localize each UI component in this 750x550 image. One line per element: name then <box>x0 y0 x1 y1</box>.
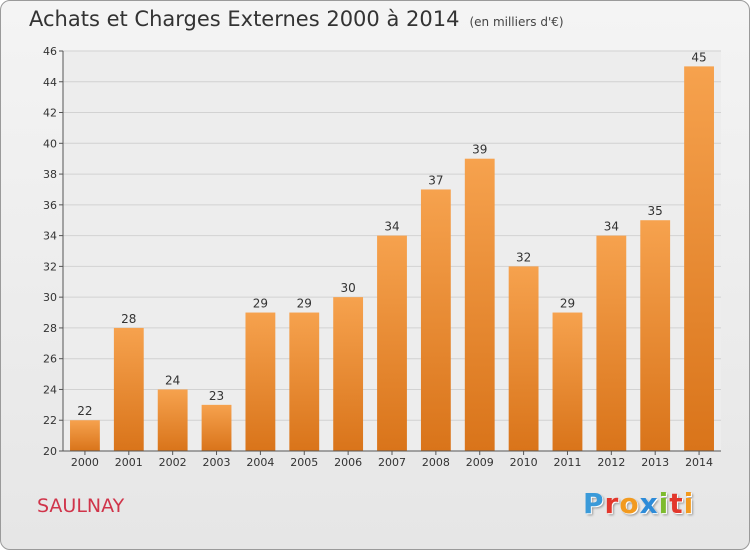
y-tick-label: 42 <box>43 107 57 120</box>
chart-title-text: Achats et Charges Externes 2000 à 2014 <box>29 7 460 31</box>
proxiti-logo: Proxiti <box>583 487 695 520</box>
x-tick-label: 2004 <box>246 456 274 469</box>
y-tick-label: 46 <box>43 45 57 58</box>
bar <box>113 327 144 451</box>
bar-value-label: 29 <box>560 297 575 311</box>
bar <box>640 220 671 451</box>
bar-value-label: 45 <box>691 50 706 64</box>
bar-value-label: 30 <box>340 281 355 295</box>
bar <box>289 312 320 451</box>
y-tick-label: 22 <box>43 414 57 427</box>
bar-value-label: 35 <box>648 204 663 218</box>
bar <box>508 266 539 451</box>
x-tick-label: 2001 <box>115 456 143 469</box>
y-tick-label: 28 <box>43 322 57 335</box>
y-tick-label: 34 <box>43 230 57 243</box>
y-tick-label: 38 <box>43 168 57 181</box>
y-tick-label: 26 <box>43 353 57 366</box>
bar-value-label: 34 <box>384 220 399 234</box>
bar <box>201 404 232 451</box>
x-tick-label: 2008 <box>422 456 450 469</box>
x-tick-label: 2002 <box>159 456 187 469</box>
y-tick-label: 36 <box>43 199 57 212</box>
bar <box>464 158 495 451</box>
bar-value-label: 23 <box>209 389 224 403</box>
bar-value-label: 22 <box>77 404 92 418</box>
x-tick-label: 2005 <box>290 456 318 469</box>
bar-value-label: 28 <box>121 312 136 326</box>
y-tick-label: 30 <box>43 291 57 304</box>
bar-value-label: 29 <box>297 297 312 311</box>
bar <box>552 312 583 451</box>
bar-value-label: 34 <box>604 220 619 234</box>
bar <box>157 389 188 451</box>
x-tick-label: 2007 <box>378 456 406 469</box>
bar-value-label: 32 <box>516 250 531 264</box>
location-label: SAULNAY <box>37 495 125 517</box>
x-tick-label: 2014 <box>685 456 713 469</box>
y-tick-label: 40 <box>43 137 57 150</box>
x-tick-label: 2006 <box>334 456 362 469</box>
y-tick-label: 24 <box>43 383 57 396</box>
chart-subtitle: (en milliers d'€) <box>469 15 564 29</box>
bar <box>245 312 276 451</box>
bar-value-label: 24 <box>165 373 180 387</box>
x-tick-label: 2009 <box>466 456 494 469</box>
x-tick-label: 2010 <box>510 456 538 469</box>
bar-value-label: 39 <box>472 143 487 157</box>
bar <box>684 66 714 451</box>
bar <box>70 420 100 451</box>
y-tick-label: 20 <box>43 445 57 458</box>
bar <box>333 297 364 451</box>
chart-title: Achats et Charges Externes 2000 à 2014 (e… <box>29 7 564 31</box>
x-tick-label: 2000 <box>71 456 99 469</box>
y-tick-label: 44 <box>43 76 57 89</box>
x-tick-label: 2011 <box>553 456 581 469</box>
bar <box>377 235 407 451</box>
x-tick-label: 2012 <box>597 456 625 469</box>
bar <box>596 235 627 451</box>
y-tick-label: 32 <box>43 260 57 273</box>
x-tick-label: 2003 <box>203 456 231 469</box>
x-tick-label: 2013 <box>641 456 669 469</box>
bar-value-label: 37 <box>428 173 443 187</box>
bar <box>420 189 451 451</box>
bar-value-label: 29 <box>253 297 268 311</box>
